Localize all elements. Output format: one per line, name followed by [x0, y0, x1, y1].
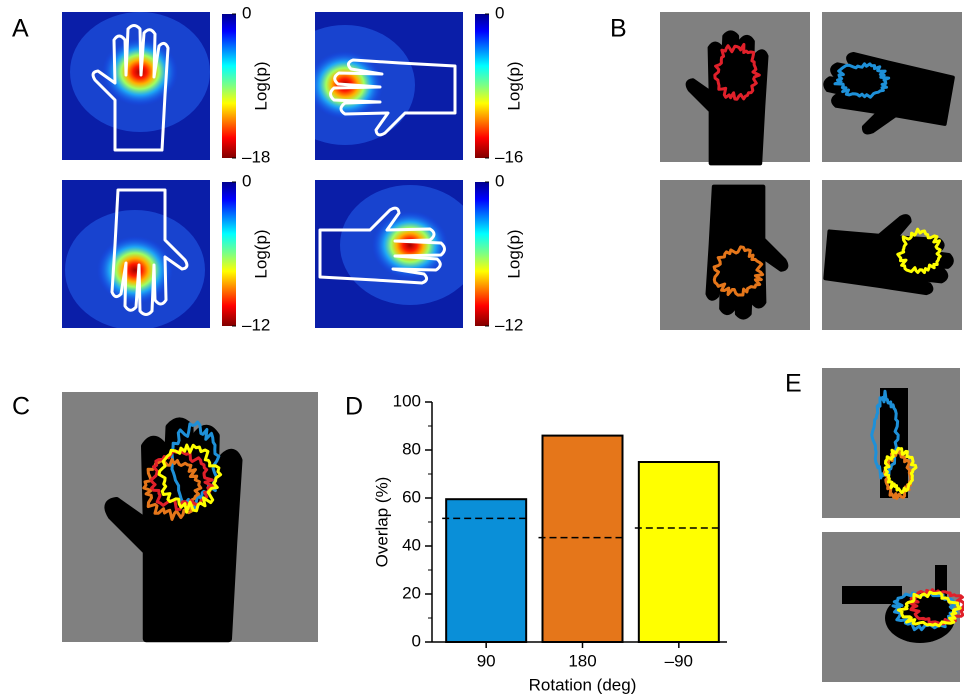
panel-letter: D	[345, 393, 363, 421]
panel-letter: C	[12, 393, 30, 421]
colorbar-label: Log(p)	[504, 61, 523, 110]
colorbar-tick-label: 0	[242, 171, 251, 190]
colorbar-tick-label: 0	[495, 3, 504, 22]
heatmap-blob	[97, 236, 173, 304]
y-tick-label: 60	[402, 487, 421, 506]
bar	[543, 436, 623, 642]
colorbar-tick-label: –12	[242, 315, 270, 334]
bar	[446, 499, 526, 642]
colorbar	[475, 182, 489, 326]
colorbar-tick-label: –16	[495, 147, 523, 166]
y-tick-label: 40	[402, 535, 421, 554]
colorbar-label: Log(p)	[251, 61, 270, 110]
colorbar-tick-label: –18	[242, 147, 270, 166]
x-tick-label: 180	[568, 651, 596, 670]
panel-letter: A	[12, 15, 29, 43]
panel-letter: E	[785, 370, 802, 398]
heatmap	[340, 185, 480, 305]
colorbar	[475, 14, 489, 158]
y-tick-label: 80	[402, 439, 421, 458]
figure: A B C D E 0 –18 Log(p) 0 –16 Log(p) 0 –12 Log(p)…	[0, 0, 964, 698]
x-tick-label: 90	[477, 651, 496, 670]
colorbar-tick-label: 0	[495, 171, 504, 190]
y-axis-label: Overlap (%)	[372, 477, 391, 568]
y-tick-label: 100	[393, 391, 421, 410]
colorbar-tick-label: –12	[495, 315, 523, 334]
x-tick-label: –90	[665, 651, 693, 670]
colorbar	[222, 182, 236, 326]
colorbar-label: Log(p)	[251, 229, 270, 278]
bar	[639, 462, 719, 642]
x-axis-label: Rotation (deg)	[529, 675, 637, 694]
panel-letter: B	[610, 15, 627, 43]
colorbar-tick-label: 0	[242, 3, 251, 22]
colorbar-label: Log(p)	[504, 229, 523, 278]
colorbar	[222, 14, 236, 158]
y-tick-label: 0	[412, 631, 421, 650]
y-tick-label: 20	[402, 583, 421, 602]
